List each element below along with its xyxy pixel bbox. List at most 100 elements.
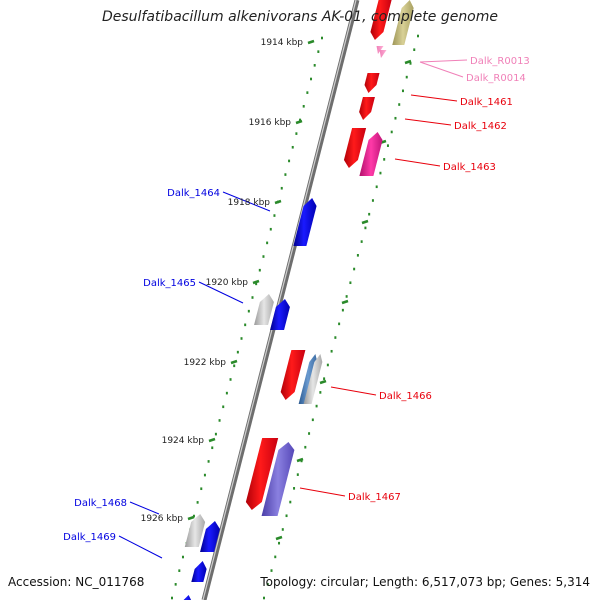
gene-label: Dalk_1462 bbox=[454, 121, 507, 132]
minor-tick bbox=[288, 159, 291, 163]
gene-dalk-1468-gray bbox=[184, 514, 206, 547]
minor-tick bbox=[405, 75, 408, 79]
minor-tick bbox=[383, 158, 386, 161]
gene-dalk-1467 bbox=[261, 442, 295, 516]
minor-tick bbox=[300, 459, 303, 463]
minor-tick bbox=[317, 50, 320, 53]
gene-label-leader bbox=[222, 191, 271, 212]
minor-tick bbox=[222, 405, 225, 409]
outer-tick-row bbox=[263, 34, 419, 600]
minor-tick bbox=[196, 501, 199, 504]
minor-tick bbox=[315, 404, 318, 408]
minor-tick bbox=[178, 569, 181, 572]
minor-tick bbox=[299, 118, 302, 122]
minor-tick bbox=[321, 36, 323, 40]
major-tick-inner bbox=[187, 515, 195, 521]
minor-tick bbox=[263, 596, 265, 600]
minor-tick bbox=[284, 173, 287, 176]
minor-tick bbox=[319, 391, 322, 394]
minor-tick bbox=[285, 514, 288, 518]
minor-tick bbox=[353, 267, 356, 271]
minor-tick bbox=[291, 145, 294, 149]
minor-tick bbox=[207, 460, 210, 463]
major-tick-outer bbox=[275, 535, 283, 541]
minor-tick bbox=[302, 104, 305, 108]
gene-label-leader bbox=[198, 281, 244, 304]
major-tick-inner bbox=[295, 119, 303, 125]
major-tick-inner bbox=[307, 39, 315, 45]
gene-label: Dalk_1465 bbox=[143, 278, 196, 289]
minor-tick bbox=[390, 130, 393, 134]
gene-label: Dalk_1466 bbox=[379, 391, 432, 402]
gene-label: Dalk_1461 bbox=[460, 97, 513, 108]
gene-dalk-1468 bbox=[200, 521, 220, 552]
minor-tick bbox=[258, 268, 261, 272]
minor-tick bbox=[171, 596, 173, 600]
minor-tick bbox=[273, 214, 276, 217]
minor-tick bbox=[413, 48, 416, 52]
major-tick-outer bbox=[296, 457, 304, 463]
minor-tick bbox=[313, 64, 316, 67]
minor-tick bbox=[181, 555, 184, 559]
minor-tick bbox=[360, 240, 363, 243]
major-tick-outer bbox=[341, 299, 349, 305]
minor-tick bbox=[233, 364, 236, 368]
minor-tick bbox=[308, 432, 311, 435]
minor-tick bbox=[295, 132, 298, 135]
minor-tick bbox=[244, 323, 247, 327]
minor-tick bbox=[236, 350, 239, 354]
gene-label: Dalk_1467 bbox=[348, 492, 401, 503]
major-tick-outer bbox=[404, 59, 412, 65]
gene-dalk-1463-left bbox=[343, 128, 367, 168]
minor-tick bbox=[266, 241, 269, 245]
gene-label: Dalk_R0014 bbox=[466, 73, 526, 84]
gene-features bbox=[180, 0, 414, 603]
minor-tick bbox=[334, 336, 337, 339]
tick-label: 1916 kbp bbox=[249, 118, 292, 128]
gene-label-leader bbox=[394, 158, 441, 167]
minor-tick bbox=[349, 281, 352, 285]
minor-tick bbox=[323, 377, 326, 380]
minor-tick bbox=[225, 391, 228, 395]
minor-tick bbox=[203, 473, 206, 477]
minor-tick bbox=[401, 89, 404, 93]
gene-label: Dalk_1464 bbox=[167, 188, 220, 199]
minor-tick bbox=[218, 419, 221, 422]
gene-label-leader bbox=[404, 118, 452, 126]
minor-tick bbox=[311, 418, 314, 422]
minor-tick bbox=[310, 77, 313, 81]
minor-tick bbox=[394, 116, 397, 120]
tick-label: 1918 kbp bbox=[228, 198, 271, 208]
gene-label-leader bbox=[410, 94, 458, 102]
minor-tick bbox=[280, 186, 283, 190]
gene-dalk-1461 bbox=[364, 73, 380, 93]
minor-tick bbox=[274, 555, 277, 559]
gene-dalk-1463 bbox=[359, 132, 383, 176]
gene-dalk-1469 bbox=[191, 561, 207, 582]
minor-tick bbox=[229, 378, 232, 381]
gene-dalk-1464 bbox=[293, 198, 317, 246]
minor-tick bbox=[293, 487, 296, 490]
genome-backbone-line bbox=[201, 0, 360, 601]
minor-tick bbox=[251, 296, 254, 299]
gene-dalk-1466-steel bbox=[298, 354, 318, 404]
accession-text: Accession: NC_011768 bbox=[8, 575, 145, 589]
minor-tick bbox=[266, 582, 269, 586]
minor-tick bbox=[247, 309, 250, 313]
genome-summary-text: Topology: circular; Length: 6,517,073 bp… bbox=[260, 575, 590, 589]
minor-tick bbox=[278, 541, 281, 545]
minor-tick bbox=[368, 212, 371, 216]
major-tick-outer bbox=[319, 379, 327, 385]
gene-label: Dalk_1468 bbox=[74, 498, 127, 509]
gene-dalk-1466-left bbox=[280, 350, 306, 400]
minor-tick bbox=[289, 500, 292, 504]
minor-tick bbox=[240, 337, 243, 340]
minor-tick bbox=[338, 322, 341, 326]
minor-tick bbox=[255, 282, 258, 286]
genome-backbone bbox=[201, 0, 360, 601]
tick-label: 1914 kbp bbox=[261, 38, 304, 48]
gene-label-leader bbox=[419, 59, 468, 63]
gene-label-leader bbox=[330, 386, 377, 396]
gene-label: Dalk_R0013 bbox=[470, 56, 530, 67]
tick-marks bbox=[171, 34, 419, 600]
